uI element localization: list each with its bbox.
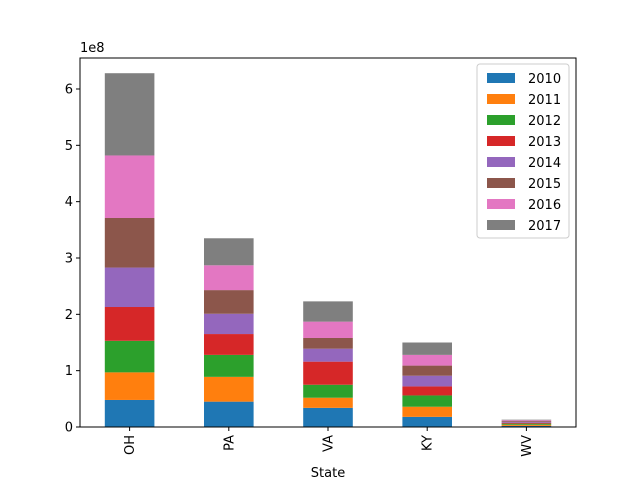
y-offset-text: 1e8 — [80, 41, 105, 56]
bar-pa-2016 — [204, 265, 254, 291]
bar-va-2017 — [303, 301, 353, 322]
legend-swatch-2010 — [487, 73, 515, 83]
legend-swatch-2017 — [487, 220, 515, 230]
bar-ky-2012 — [402, 395, 452, 407]
legend: 2010 2011 2012 2013 2014 2015 2016 2017 — [476, 63, 570, 239]
legend-label-2017: 2017 — [528, 219, 561, 234]
bar-pa-2017 — [204, 238, 254, 266]
legend-box — [476, 63, 570, 239]
bar-pa-2010 — [204, 401, 254, 427]
bar-oh-2012 — [104, 340, 155, 373]
bar-pa-2013 — [204, 334, 254, 355]
bar-oh-2015 — [104, 217, 155, 268]
x-tick-label: PA — [222, 435, 237, 451]
legend-label-2010: 2010 — [528, 72, 561, 87]
legend-swatch-2014 — [487, 157, 515, 167]
bar-wv-2013 — [501, 422, 552, 424]
y-tick-label: 5 — [65, 139, 73, 154]
x-tick-label: OH — [123, 435, 138, 455]
bar-va-2011 — [303, 397, 353, 408]
y-tick-label: 6 — [65, 82, 73, 97]
bar-ky-2015 — [402, 365, 452, 376]
bar-pa-2012 — [204, 354, 254, 377]
legend-swatch-2013 — [487, 136, 515, 146]
bar-ky-2016 — [402, 354, 452, 366]
y-tick-label: 4 — [65, 195, 73, 210]
bar-va-2010 — [303, 407, 353, 427]
bar-oh-2013 — [104, 307, 155, 341]
bar-oh-2016 — [104, 155, 155, 218]
legend-label-2014: 2014 — [528, 156, 561, 171]
legend-swatch-2012 — [487, 115, 515, 125]
x-tick-label: KY — [421, 435, 436, 451]
y-axis: 0 1 2 3 4 5 6 — [65, 82, 80, 436]
bar-pa-2014 — [204, 313, 254, 335]
bar-ky-2011 — [402, 406, 452, 417]
bar-wv-2015 — [501, 421, 552, 422]
bar-va-2012 — [303, 384, 353, 398]
legend-swatch-2016 — [487, 199, 515, 209]
bar-oh-2011 — [104, 372, 155, 400]
bar-oh-2014 — [104, 267, 155, 308]
bar-oh-2010 — [104, 399, 155, 427]
y-tick-label: 0 — [65, 421, 73, 436]
bar-wv-2010 — [501, 425, 552, 427]
bar-va-2015 — [303, 337, 353, 349]
y-tick-label: 1 — [65, 364, 73, 379]
y-tick-label: 2 — [65, 308, 73, 323]
bar-va-2013 — [303, 361, 353, 385]
x-axis: OH PA VA KY WV — [123, 427, 535, 457]
bar-ky-2010 — [402, 416, 452, 427]
x-tick-label: WV — [520, 435, 535, 457]
legend-label-2016: 2016 — [528, 198, 561, 213]
x-tick-label: VA — [322, 435, 337, 452]
bar-wv-2017 — [501, 419, 552, 421]
bar-ky-2014 — [402, 375, 452, 387]
bar-oh-2017 — [104, 73, 155, 156]
legend-swatch-2011 — [487, 94, 515, 104]
bar-wv-2012 — [501, 423, 552, 425]
bar-va-2014 — [303, 348, 353, 362]
legend-swatch-2015 — [487, 178, 515, 188]
y-tick-label: 3 — [65, 251, 73, 266]
bar-va-2016 — [303, 321, 353, 338]
bars-group — [104, 73, 552, 427]
bar-wv-2014 — [501, 421, 552, 423]
bar-ky-2013 — [402, 386, 452, 396]
legend-label-2015: 2015 — [528, 177, 561, 192]
bar-wv-2011 — [501, 424, 552, 426]
bar-pa-2011 — [204, 376, 254, 402]
bar-wv-2016 — [501, 420, 552, 422]
bar-pa-2015 — [204, 290, 254, 314]
legend-label-2013: 2013 — [528, 135, 561, 150]
legend-label-2011: 2011 — [528, 93, 561, 108]
legend-label-2012: 2012 — [528, 114, 561, 129]
x-axis-label: State — [311, 466, 345, 480]
bar-ky-2017 — [402, 342, 452, 355]
